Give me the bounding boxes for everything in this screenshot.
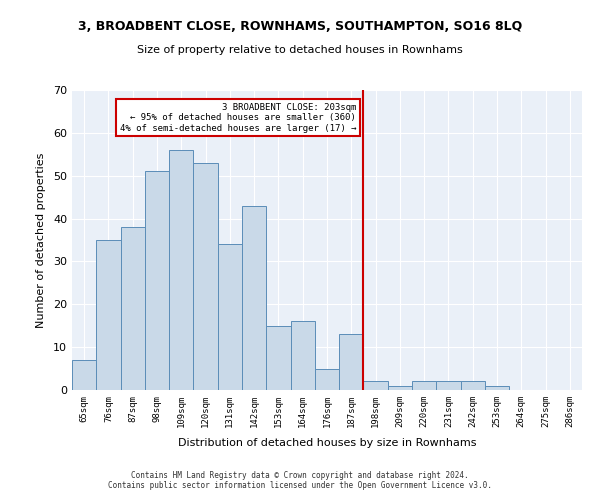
Bar [290,322,315,390]
Bar [121,227,145,390]
X-axis label: Distribution of detached houses by size in Rownhams: Distribution of detached houses by size … [178,438,476,448]
Text: 3 BROADBENT CLOSE: 203sqm
← 95% of detached houses are smaller (360)
4% of semi-: 3 BROADBENT CLOSE: 203sqm ← 95% of detac… [119,103,356,132]
Bar [388,386,412,390]
Bar [72,360,96,390]
Bar [96,240,121,390]
Bar [436,382,461,390]
Text: Contains HM Land Registry data © Crown copyright and database right 2024.
Contai: Contains HM Land Registry data © Crown c… [108,470,492,490]
Bar [412,382,436,390]
Text: Size of property relative to detached houses in Rownhams: Size of property relative to detached ho… [137,45,463,55]
Bar [485,386,509,390]
Y-axis label: Number of detached properties: Number of detached properties [36,152,46,328]
Bar [169,150,193,390]
Bar [193,163,218,390]
Bar [461,382,485,390]
Bar [218,244,242,390]
Bar [242,206,266,390]
Text: 3, BROADBENT CLOSE, ROWNHAMS, SOUTHAMPTON, SO16 8LQ: 3, BROADBENT CLOSE, ROWNHAMS, SOUTHAMPTO… [78,20,522,33]
Bar [339,334,364,390]
Bar [266,326,290,390]
Bar [364,382,388,390]
Bar [315,368,339,390]
Bar [145,172,169,390]
